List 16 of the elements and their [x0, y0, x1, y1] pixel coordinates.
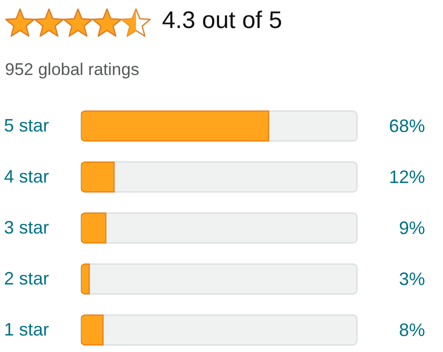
data-label: 9%: [398, 218, 425, 238]
chart-subtitle: 952 global ratings: [5, 60, 140, 80]
bar: [81, 314, 104, 346]
y-tick-label: 1 star: [4, 320, 50, 340]
data-label: 12%: [388, 167, 425, 187]
bar: [81, 264, 90, 294]
bar: [81, 212, 106, 244]
data-label: 8%: [398, 320, 425, 340]
y-tick-label: 2 star: [4, 268, 50, 288]
y-tick-label: 5 star: [4, 116, 50, 136]
y-tick-label: 3 star: [4, 218, 50, 238]
chart-title: 4.3 out of 5: [162, 7, 282, 35]
y-tick-label: 4 star: [4, 166, 50, 186]
data-label: 68%: [388, 116, 425, 136]
data-label: 3%: [398, 269, 425, 289]
bar: [81, 162, 115, 192]
